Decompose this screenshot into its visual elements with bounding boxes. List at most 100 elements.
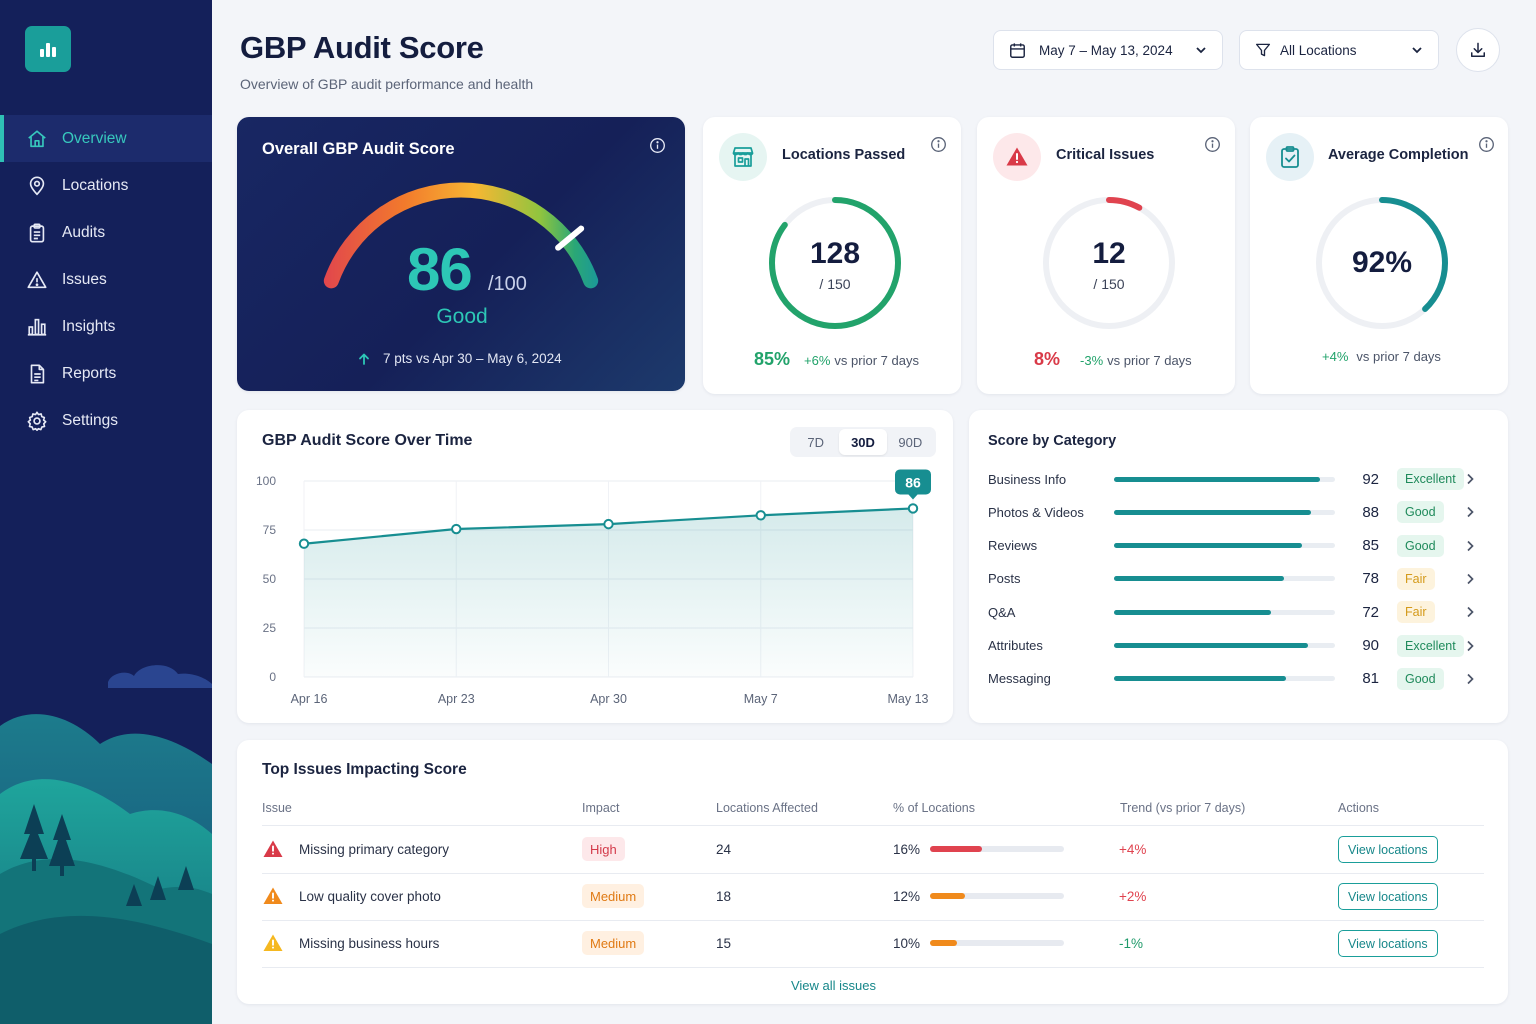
category-score: 85	[1362, 537, 1379, 555]
locations-passed-card: Locations Passed 128 / 150 85% +6% vs pr…	[703, 117, 961, 394]
percent-bar-fill	[930, 893, 965, 899]
info-icon[interactable]	[1204, 136, 1221, 153]
delta-suffix: vs prior 7 days	[834, 353, 919, 368]
category-badge: Good	[1397, 667, 1444, 690]
chevron-right-icon	[1467, 507, 1474, 518]
category-bar-track	[1114, 609, 1335, 615]
chevron-right-icon	[1467, 540, 1474, 551]
category-name: Reviews	[988, 538, 1038, 554]
info-icon[interactable]	[649, 137, 666, 154]
filter-icon	[1255, 43, 1271, 57]
page-title: GBP Audit Score	[240, 30, 484, 65]
chevron-right-icon	[1467, 640, 1474, 651]
average-completion-value: 92%	[1351, 246, 1413, 279]
locations-passed-total: / 150	[819, 276, 851, 292]
chevron-right-icon	[1467, 573, 1474, 584]
locations-passed-percent: 85%	[754, 349, 791, 369]
category-name: Messaging	[988, 671, 1051, 687]
category-row[interactable]: Photos & Videos 88 Good	[988, 500, 1493, 524]
category-row[interactable]: Reviews 85 Good	[988, 534, 1493, 558]
trend-value: -1%	[1119, 935, 1144, 951]
locations-passed-delta: +6%	[804, 353, 831, 368]
percent-locations: 16%	[893, 841, 921, 857]
sidebar-item-reports[interactable]: Reports	[0, 350, 212, 397]
x-tick-label: Apr 23	[438, 692, 475, 706]
sidebar-item-issues[interactable]: Issues	[0, 256, 212, 303]
category-badge: Fair	[1397, 567, 1435, 590]
app-logo[interactable]	[25, 26, 71, 72]
view-locations-button[interactable]: View locations	[1338, 836, 1438, 863]
category-bar-fill	[1114, 509, 1311, 515]
tab-90d[interactable]: 90D	[898, 434, 923, 450]
calendar-icon	[1010, 42, 1025, 58]
chart-highlight-label: 86	[905, 474, 921, 490]
issue-name: Low quality cover photo	[299, 888, 441, 904]
category-bar-track	[1114, 543, 1335, 549]
view-all-issues-link[interactable]: View all issues	[790, 978, 877, 993]
view-locations-button[interactable]: View locations	[1338, 883, 1438, 910]
percent-bar-track	[930, 893, 1064, 899]
category-score: 92	[1362, 470, 1379, 488]
chart-title: GBP Audit Score Over Time	[262, 432, 473, 449]
sidebar-nav: Overview Locations Audits Issues Insight…	[0, 115, 212, 444]
info-icon[interactable]	[930, 136, 947, 153]
overall-score-value: 86	[407, 236, 473, 303]
sidebar-item-overview[interactable]: Overview	[0, 115, 212, 162]
category-row[interactable]: Messaging 81 Good	[988, 667, 1493, 691]
document-icon	[30, 363, 45, 384]
chart-point[interactable]	[907, 503, 919, 514]
tab-30d[interactable]: 30D	[839, 429, 887, 455]
page-subtitle: Overview of GBP audit performance and he…	[240, 76, 534, 92]
sidebar-item-settings[interactable]: Settings	[0, 397, 212, 444]
info-icon[interactable]	[1478, 136, 1495, 153]
table-row: Missing business hours Medium 15 10% -1% View…	[262, 920, 1484, 966]
top-issues-card: Top Issues Impacting Score Issue Impact …	[237, 740, 1508, 1004]
sidebar-item-label: Settings	[62, 411, 119, 429]
x-tick-label: Apr 30	[590, 692, 627, 706]
y-tick-label: 50	[263, 572, 277, 586]
category-row[interactable]: Business Info 92 Excellent	[988, 467, 1493, 491]
bar-chart-icon	[27, 318, 47, 336]
sidebar-item-insights[interactable]: Insights	[0, 303, 212, 350]
date-range-picker[interactable]: May 7 – May 13, 2024	[993, 30, 1223, 70]
location-filter[interactable]: All Locations	[1239, 30, 1439, 70]
category-score: 78	[1362, 570, 1379, 588]
score-gauge	[323, 182, 599, 289]
col-header-actions: Actions	[1338, 801, 1379, 815]
category-row[interactable]: Q&A 72 Fair	[988, 600, 1493, 624]
sidebar: Overview Locations Audits Issues Insight…	[0, 0, 212, 1024]
chart-point[interactable]	[603, 518, 614, 530]
score-by-category-card: Score by Category Business Info 92 Excelle…	[969, 410, 1508, 723]
chart-point[interactable]	[451, 523, 462, 535]
category-row[interactable]: Attributes 90 Excellent	[988, 634, 1493, 658]
sidebar-item-locations[interactable]: Locations	[0, 162, 212, 209]
percent-bar-fill	[930, 940, 957, 946]
issue-name: Missing primary category	[299, 841, 450, 857]
date-range-value: May 7 – May 13, 2024	[1039, 42, 1173, 58]
overall-score-delta: 7 pts vs Apr 30 – May 6, 2024	[357, 351, 562, 366]
category-score: 88	[1362, 503, 1379, 521]
category-bar-fill	[1114, 643, 1309, 648]
category-title: Score by Category	[988, 433, 1117, 449]
delta-suffix: vs prior 7 days	[1356, 349, 1441, 364]
download-button[interactable]	[1456, 28, 1500, 72]
chart-point[interactable]	[755, 510, 766, 521]
category-score: 72	[1362, 603, 1379, 621]
map-pin-icon	[29, 175, 45, 195]
trend-value: +2%	[1119, 888, 1147, 904]
tab-7d[interactable]: 7D	[807, 434, 824, 450]
category-name: Attributes	[988, 638, 1043, 653]
overall-score-delta-text: 7 pts vs Apr 30 – May 6, 2024	[383, 351, 562, 366]
view-locations-button[interactable]: View locations	[1338, 930, 1438, 957]
table-row: Low quality cover photo Medium 18 12% +2% Vie…	[262, 873, 1484, 919]
chart-point[interactable]	[298, 538, 310, 549]
category-row[interactable]: Posts 78 Fair	[988, 567, 1493, 591]
locations-passed-footer: 85% +6% vs prior 7 days	[754, 349, 919, 370]
score-over-time-card: GBP Audit Score Over Time 7D 30D 90D 0 25…	[237, 410, 953, 723]
chevron-down-icon	[1412, 47, 1422, 54]
category-name: Photos & Videos	[988, 504, 1084, 520]
sidebar-item-audits[interactable]: Audits	[0, 209, 212, 256]
average-completion-ring	[1316, 197, 1448, 329]
critical-issues-value: 12	[1092, 237, 1126, 270]
average-completion-title: Average Completion	[1328, 147, 1469, 163]
